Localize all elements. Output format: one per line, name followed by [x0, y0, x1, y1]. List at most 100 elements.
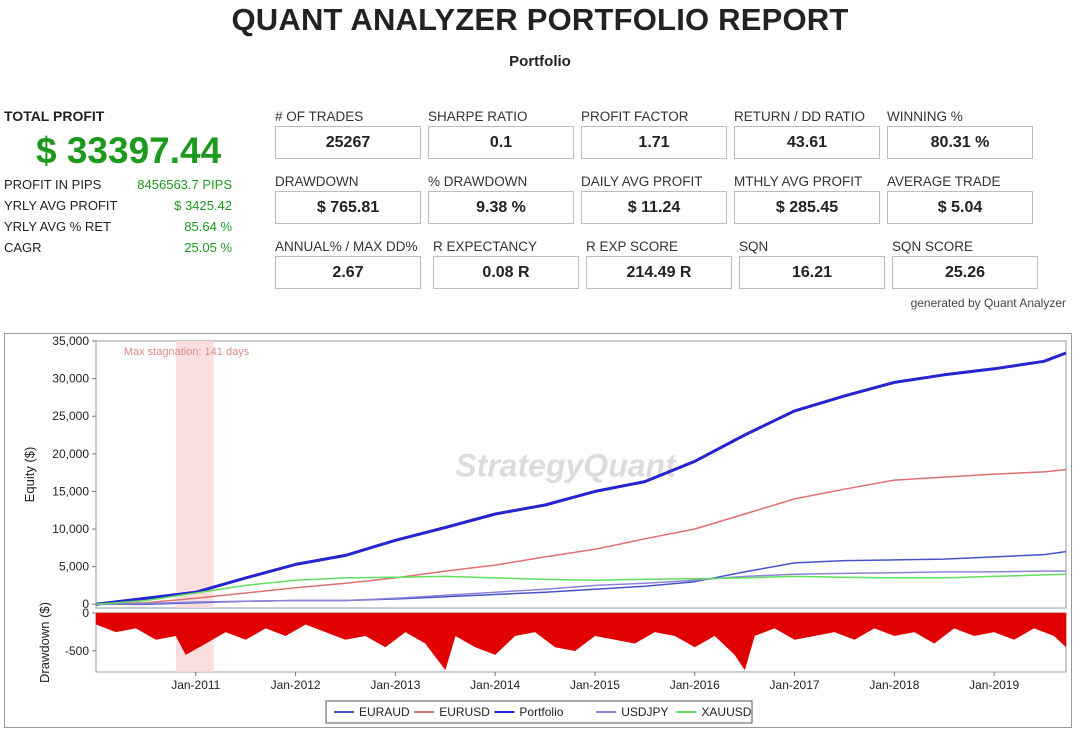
- metric-label: RETURN / DD RATIO: [734, 109, 865, 124]
- metric-value: $ 285.45: [734, 191, 880, 224]
- legend-box: [325, 700, 753, 724]
- metric-r-exp-score: R EXP SCORE 214.49 R: [586, 238, 732, 289]
- metric-sqn-score: SQN SCORE 25.26: [892, 238, 1038, 289]
- legend-label-portfolio: Portfolio: [519, 705, 563, 719]
- summary-value: $ 3425.42: [174, 198, 232, 213]
- equity-y-tick-label: 10,000: [52, 522, 89, 536]
- summary-row-pips: PROFIT IN PIPS 8456563.7 PIPS: [4, 177, 232, 192]
- metric-value: 0.1: [428, 126, 574, 159]
- x-tick-label: Jan-2019: [969, 678, 1019, 692]
- metric-label: AVERAGE TRADE: [887, 174, 1001, 189]
- total-profit-value: $ 33397.44: [36, 130, 222, 171]
- metric-label: PROFIT FACTOR: [581, 109, 689, 124]
- legend-label-usdjpy: USDJPY: [621, 705, 668, 719]
- legend-label-eurusd: EURUSD: [439, 705, 490, 719]
- summary-row-yrly-profit: YRLY AVG PROFIT $ 3425.42: [4, 198, 232, 213]
- metric-annual-max-dd: ANNUAL% / MAX DD% 2.67: [275, 238, 421, 289]
- metric-return-dd-ratio: RETURN / DD RATIO 43.61: [734, 108, 880, 159]
- metric-value: 0.08 R: [433, 256, 579, 289]
- series-line-portfolio: [95, 351, 1067, 606]
- metric-sqn: SQN 16.21: [739, 238, 885, 289]
- drawdown-y-tick-label: 0: [82, 606, 89, 620]
- equity-y-tick-label: 0: [82, 597, 89, 611]
- metric-profit-factor: PROFIT FACTOR 1.71: [581, 108, 727, 159]
- metric-sharpe-ratio: SHARPE RATIO 0.1: [428, 108, 574, 159]
- metric-label: SQN SCORE: [892, 239, 974, 254]
- series-line-eurusd: [95, 468, 1067, 605]
- metric-value: 9.38 %: [428, 191, 574, 224]
- summary-value: 85.64 %: [184, 219, 232, 234]
- metric-pct-drawdown: % DRAWDOWN 9.38 %: [428, 173, 574, 224]
- metric-value: 16.21: [739, 256, 885, 289]
- equity-plot-area: [95, 340, 1067, 609]
- equity-y-tick-label: 35,000: [52, 334, 89, 348]
- metric-label: % DRAWDOWN: [428, 174, 528, 189]
- metric-value: 25.26: [892, 256, 1038, 289]
- metric-drawdown: DRAWDOWN $ 765.81: [275, 173, 421, 224]
- watermark: StrategyQuant: [455, 447, 677, 483]
- x-tick-label: Jan-2012: [271, 678, 321, 692]
- metric-value: $ 11.24: [581, 191, 727, 224]
- equity-y-axis-label: Equity ($): [22, 447, 37, 503]
- series-line-usdjpy: [95, 570, 1066, 605]
- metric-daily-avg-profit: DAILY AVG PROFIT $ 11.24: [581, 173, 727, 224]
- equity-y-tick-label: 25,000: [52, 409, 89, 423]
- x-tick-label: Jan-2015: [570, 678, 620, 692]
- metric-label: R EXP SCORE: [586, 239, 679, 254]
- metric-label: ANNUAL% / MAX DD%: [275, 239, 418, 254]
- equity-y-tick-label: 20,000: [52, 447, 89, 461]
- summary-label: CAGR: [4, 240, 42, 255]
- x-tick-label: Jan-2013: [370, 678, 420, 692]
- drawdown-area: [95, 612, 1067, 671]
- metric-average-trade: AVERAGE TRADE $ 5.04: [887, 173, 1033, 224]
- legend-label-euraud: EURAUD: [359, 705, 410, 719]
- equity-y-tick-label: 5,000: [59, 560, 89, 574]
- metric-winning-pct: WINNING % 80.31 %: [887, 108, 1033, 159]
- series-line-xauusd: [95, 573, 1067, 605]
- stagnation-band: [175, 341, 214, 608]
- metric-value: 2.67: [275, 256, 421, 289]
- x-tick-label: Jan-2014: [470, 678, 520, 692]
- drawdown-y-tick-label: -500: [65, 644, 89, 658]
- x-tick-label: Jan-2018: [869, 678, 919, 692]
- metric-mthly-avg-profit: MTHLY AVG PROFIT $ 285.45: [734, 173, 880, 224]
- summary-value: 25.05 %: [184, 240, 232, 255]
- metric-label: R EXPECTANCY: [433, 239, 538, 254]
- drawdown-y-axis-label: Drawdown ($): [37, 602, 52, 683]
- metric-value: 214.49 R: [586, 256, 732, 289]
- legend-label-xauusd: XAUUSD: [701, 705, 751, 719]
- metric-value: $ 765.81: [275, 191, 421, 224]
- total-profit-label: TOTAL PROFIT: [4, 108, 105, 124]
- metric-value: 1.71: [581, 126, 727, 159]
- x-tick-label: Jan-2017: [770, 678, 820, 692]
- metric-label: # OF TRADES: [275, 109, 364, 124]
- summary-label: YRLY AVG PROFIT: [4, 198, 118, 213]
- summary-row-yrly-ret: YRLY AVG % RET 85.64 %: [4, 219, 232, 234]
- metric-r-expectancy: R EXPECTANCY 0.08 R: [433, 238, 579, 289]
- summary-value: 8456563.7 PIPS: [137, 177, 232, 192]
- metric-trades: # OF TRADES 25267: [275, 108, 421, 159]
- metric-label: SHARPE RATIO: [428, 109, 528, 124]
- x-tick-label: Jan-2016: [670, 678, 720, 692]
- metric-value: 25267: [275, 126, 421, 159]
- metric-value: 43.61: [734, 126, 880, 159]
- report-title: QUANT ANALYZER PORTFOLIO REPORT: [231, 2, 849, 37]
- chart-frame: [4, 333, 1072, 728]
- summary-label: YRLY AVG % RET: [4, 219, 111, 234]
- x-tick-label: Jan-2011: [171, 678, 220, 692]
- generated-by-note: generated by Quant Analyzer: [910, 296, 1066, 310]
- metric-label: WINNING %: [887, 109, 963, 124]
- metric-label: DAILY AVG PROFIT: [581, 174, 703, 189]
- metric-value: $ 5.04: [887, 191, 1033, 224]
- equity-y-tick-label: 15,000: [52, 484, 89, 498]
- metric-label: SQN: [739, 239, 769, 254]
- metric-label: MTHLY AVG PROFIT: [734, 174, 863, 189]
- stagnation-annotation: Max stagnation: 141 days: [124, 346, 250, 358]
- report-subtitle: Portfolio: [509, 53, 571, 70]
- summary-label: PROFIT IN PIPS: [4, 177, 102, 192]
- summary-row-cagr: CAGR 25.05 %: [4, 240, 232, 255]
- metric-label: DRAWDOWN: [275, 174, 359, 189]
- metric-value: 80.31 %: [887, 126, 1033, 159]
- equity-y-tick-label: 30,000: [52, 372, 89, 386]
